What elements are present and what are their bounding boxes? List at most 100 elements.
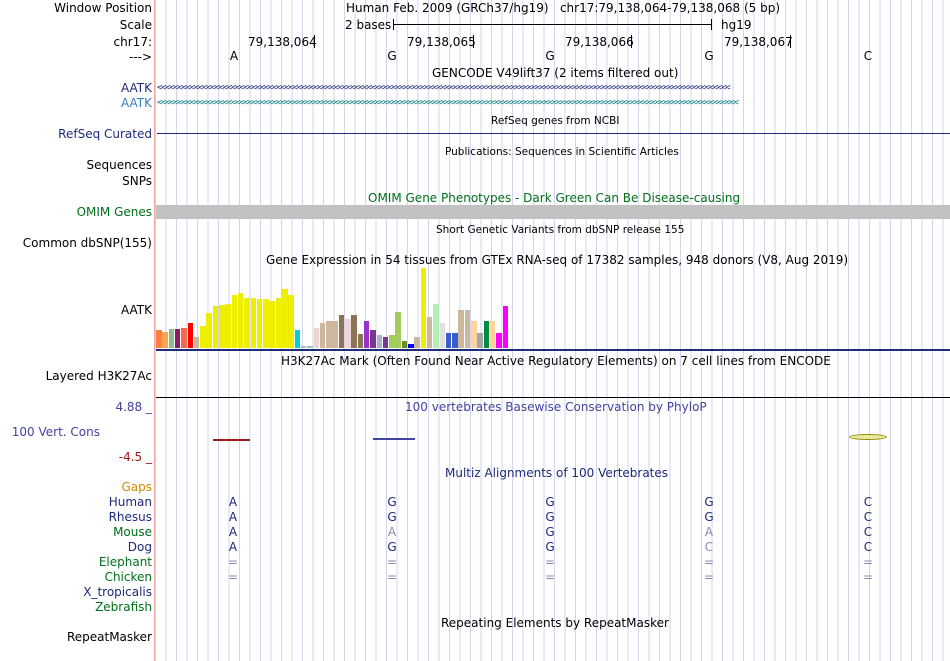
gtex-tissue-bar[interactable] — [237, 293, 244, 348]
gtex-tissue-bar[interactable] — [269, 301, 275, 348]
species-label[interactable]: Zebrafish — [95, 600, 152, 614]
gtex-tissue-bar[interactable] — [477, 333, 483, 348]
gtex-tissue-bar[interactable] — [168, 329, 175, 348]
gtex-tissue-bar[interactable] — [288, 295, 294, 348]
species-label[interactable]: Mouse — [113, 525, 152, 539]
phylop-track-title[interactable]: 100 vertebrates Basewise Conservation by… — [405, 400, 707, 414]
gtex-tissue-bar[interactable] — [414, 337, 420, 348]
sequence-base: G — [704, 49, 714, 63]
gtex-tissue-bar[interactable] — [382, 337, 389, 348]
gtex-tissue-bar[interactable] — [212, 306, 219, 348]
omim-track-label[interactable]: OMIM Genes — [76, 205, 152, 219]
h3k27ac-track-label[interactable]: Layered H3K27Ac — [45, 369, 152, 383]
phylop-track-label[interactable]: 100 Vert. Cons — [11, 425, 100, 439]
gtex-tissue-bar[interactable] — [389, 335, 395, 348]
gencode-gene-label[interactable]: AATK — [120, 81, 152, 95]
gtex-tissue-bar[interactable] — [458, 310, 464, 348]
omim-track-title[interactable]: OMIM Gene Phenotypes - Dark Green Can Be… — [368, 191, 741, 205]
gtex-bar-chart[interactable] — [156, 266, 950, 348]
gtex-tissue-bar[interactable] — [464, 310, 471, 348]
multiz-track-title[interactable]: Multiz Alignments of 100 Vertebrates — [445, 466, 669, 480]
gtex-baseline — [156, 349, 950, 351]
phylop-score-marker — [849, 434, 887, 440]
gtex-tissue-bar[interactable] — [219, 305, 225, 348]
gtex-tissue-bar[interactable] — [338, 315, 345, 348]
gtex-tissue-bar[interactable] — [319, 323, 326, 348]
dbsnp-track-label[interactable]: Common dbSNP(155) — [22, 236, 152, 250]
gtex-tissue-bar[interactable] — [250, 298, 257, 348]
gtex-tissue-bar[interactable] — [395, 312, 401, 348]
gtex-tissue-bar[interactable] — [445, 333, 452, 348]
gtex-tissue-bar[interactable] — [408, 344, 414, 348]
gtex-tissue-bar[interactable] — [420, 268, 427, 348]
refseq-track-label[interactable]: RefSeq Curated — [58, 127, 152, 141]
species-label[interactable]: Chicken — [104, 570, 152, 584]
gencode-track-title[interactable]: GENCODE V49lift37 (2 items filtered out) — [432, 66, 679, 80]
species-label[interactable]: Dog — [127, 540, 152, 554]
snps-track-label[interactable]: SNPs — [122, 174, 152, 188]
gtex-tissue-bar[interactable] — [496, 333, 502, 348]
gtex-tissue-bar[interactable] — [206, 313, 212, 348]
gtex-tissue-bar[interactable] — [307, 346, 313, 348]
species-label[interactable]: X_tropicalis — [83, 585, 152, 599]
gencode-gene-feature[interactable]: <<<<<<<<<<<<<<<<<<<<<<<<<<<<<<<<<<<<<<<<… — [157, 99, 739, 108]
omim-feature-bar[interactable] — [156, 205, 950, 219]
gtex-tissue-bar[interactable] — [332, 321, 338, 348]
gtex-tissue-bar[interactable] — [433, 304, 439, 348]
alignment-gap: = — [544, 555, 556, 569]
window-position-value[interactable]: Human Feb. 2009 (GRCh37/hg19) chr17:79,1… — [346, 1, 781, 15]
gtex-tissue-bar[interactable] — [187, 323, 194, 348]
gencode-gene-feature[interactable]: <<<<<<<<<<<<<<<<<<<<<<<<<<<<<<<<<<<<<<<<… — [157, 84, 731, 93]
species-label[interactable]: Elephant — [98, 555, 152, 569]
dbsnp-track-title[interactable]: Short Genetic Variants from dbSNP releas… — [436, 224, 685, 236]
gencode-gene-label[interactable]: AATK — [120, 96, 152, 110]
gtex-tissue-bar[interactable] — [313, 328, 320, 348]
gtex-tissue-bar[interactable] — [370, 330, 376, 348]
gtex-tissue-bar[interactable] — [181, 328, 187, 348]
gtex-tissue-bar[interactable] — [162, 332, 168, 348]
gtex-tissue-bar[interactable] — [426, 317, 433, 348]
gtex-tissue-bar[interactable] — [244, 298, 250, 348]
gtex-tissue-bar[interactable] — [345, 319, 351, 348]
gtex-tissue-bar[interactable] — [300, 346, 307, 348]
gtex-tissue-bar[interactable] — [502, 306, 509, 348]
gtex-tissue-bar[interactable] — [326, 321, 332, 348]
gtex-tissue-bar[interactable] — [363, 321, 370, 348]
gtex-tissue-bar[interactable] — [231, 295, 238, 348]
gtex-tissue-bar[interactable] — [471, 321, 477, 348]
species-label[interactable]: Rhesus — [108, 510, 152, 524]
gtex-tissue-bar[interactable] — [282, 289, 288, 348]
gtex-tissue-bar[interactable] — [351, 315, 357, 348]
gtex-tissue-bar[interactable] — [275, 298, 282, 348]
h3k27ac-track-title[interactable]: H3K27Ac Mark (Often Found Near Active Re… — [281, 354, 831, 368]
gtex-tissue-bar[interactable] — [193, 337, 200, 348]
gtex-track-label[interactable]: AATK — [120, 303, 152, 317]
gtex-tissue-bar[interactable] — [483, 321, 490, 348]
gtex-tissue-bar[interactable] — [401, 341, 408, 348]
gtex-tissue-bar[interactable] — [439, 323, 446, 348]
alignment-base: A — [228, 510, 238, 524]
gtex-tissue-bar[interactable] — [256, 299, 263, 348]
repeatmasker-track-title[interactable]: Repeating Elements by RepeatMasker — [441, 616, 669, 630]
alignment-base: G — [704, 495, 714, 509]
gtex-tissue-bar[interactable] — [376, 335, 383, 348]
gtex-tissue-bar[interactable] — [225, 304, 231, 348]
gtex-track-title[interactable]: Gene Expression in 54 tissues from GTEx … — [266, 253, 849, 267]
species-label[interactable]: Human — [108, 495, 152, 509]
refseq-gene-feature[interactable] — [157, 133, 950, 134]
gtex-tissue-bar[interactable] — [452, 333, 458, 348]
publications-track-title[interactable]: Publications: Sequences in Scientific Ar… — [445, 146, 679, 158]
gtex-tissue-bar[interactable] — [294, 330, 301, 348]
sequence-base: G — [387, 49, 397, 63]
gtex-tissue-bar[interactable] — [263, 299, 269, 348]
gtex-tissue-bar[interactable] — [489, 321, 496, 348]
gtex-tissue-bar[interactable] — [357, 334, 364, 348]
gtex-tissue-bar[interactable] — [156, 330, 162, 348]
gtex-tissue-bar[interactable] — [174, 329, 181, 348]
gtex-tissue-bar[interactable] — [200, 326, 206, 348]
multiz-gaps-label: Gaps — [121, 480, 152, 494]
publications-track-label[interactable]: Sequences — [86, 158, 152, 172]
repeatmasker-track-label[interactable]: RepeatMasker — [66, 630, 152, 644]
sequence-base: C — [863, 49, 873, 63]
refseq-track-title[interactable]: RefSeq genes from NCBI — [491, 115, 620, 127]
